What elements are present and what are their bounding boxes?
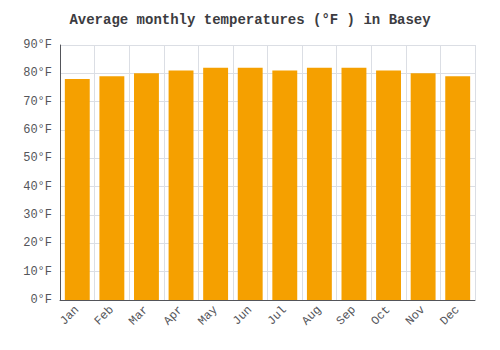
svg-text:Feb: Feb: [92, 303, 117, 328]
svg-text:50°F: 50°F: [23, 151, 52, 165]
svg-text:May: May: [195, 303, 220, 328]
svg-text:80°F: 80°F: [23, 66, 52, 80]
svg-text:Dec: Dec: [438, 303, 463, 328]
svg-text:Sep: Sep: [334, 303, 359, 328]
svg-text:Jul: Jul: [265, 303, 290, 328]
svg-text:30°F: 30°F: [23, 208, 52, 222]
svg-text:60°F: 60°F: [23, 123, 52, 137]
svg-text:90°F: 90°F: [23, 38, 52, 52]
svg-text:Mar: Mar: [126, 303, 151, 328]
svg-text:20°F: 20°F: [23, 236, 52, 250]
svg-text:Apr: Apr: [161, 303, 186, 328]
svg-text:Oct: Oct: [368, 303, 393, 328]
svg-text:Aug: Aug: [299, 303, 324, 328]
svg-text:Jun: Jun: [230, 303, 255, 328]
svg-text:10°F: 10°F: [23, 265, 52, 279]
svg-text:70°F: 70°F: [23, 95, 52, 109]
svg-text:40°F: 40°F: [23, 180, 52, 194]
svg-text:Average monthly temperatures (: Average monthly temperatures (°F ) in Ba…: [69, 12, 431, 28]
svg-text:Nov: Nov: [403, 303, 428, 328]
svg-text:Jan: Jan: [57, 303, 82, 328]
svg-text:0°F: 0°F: [30, 293, 52, 307]
